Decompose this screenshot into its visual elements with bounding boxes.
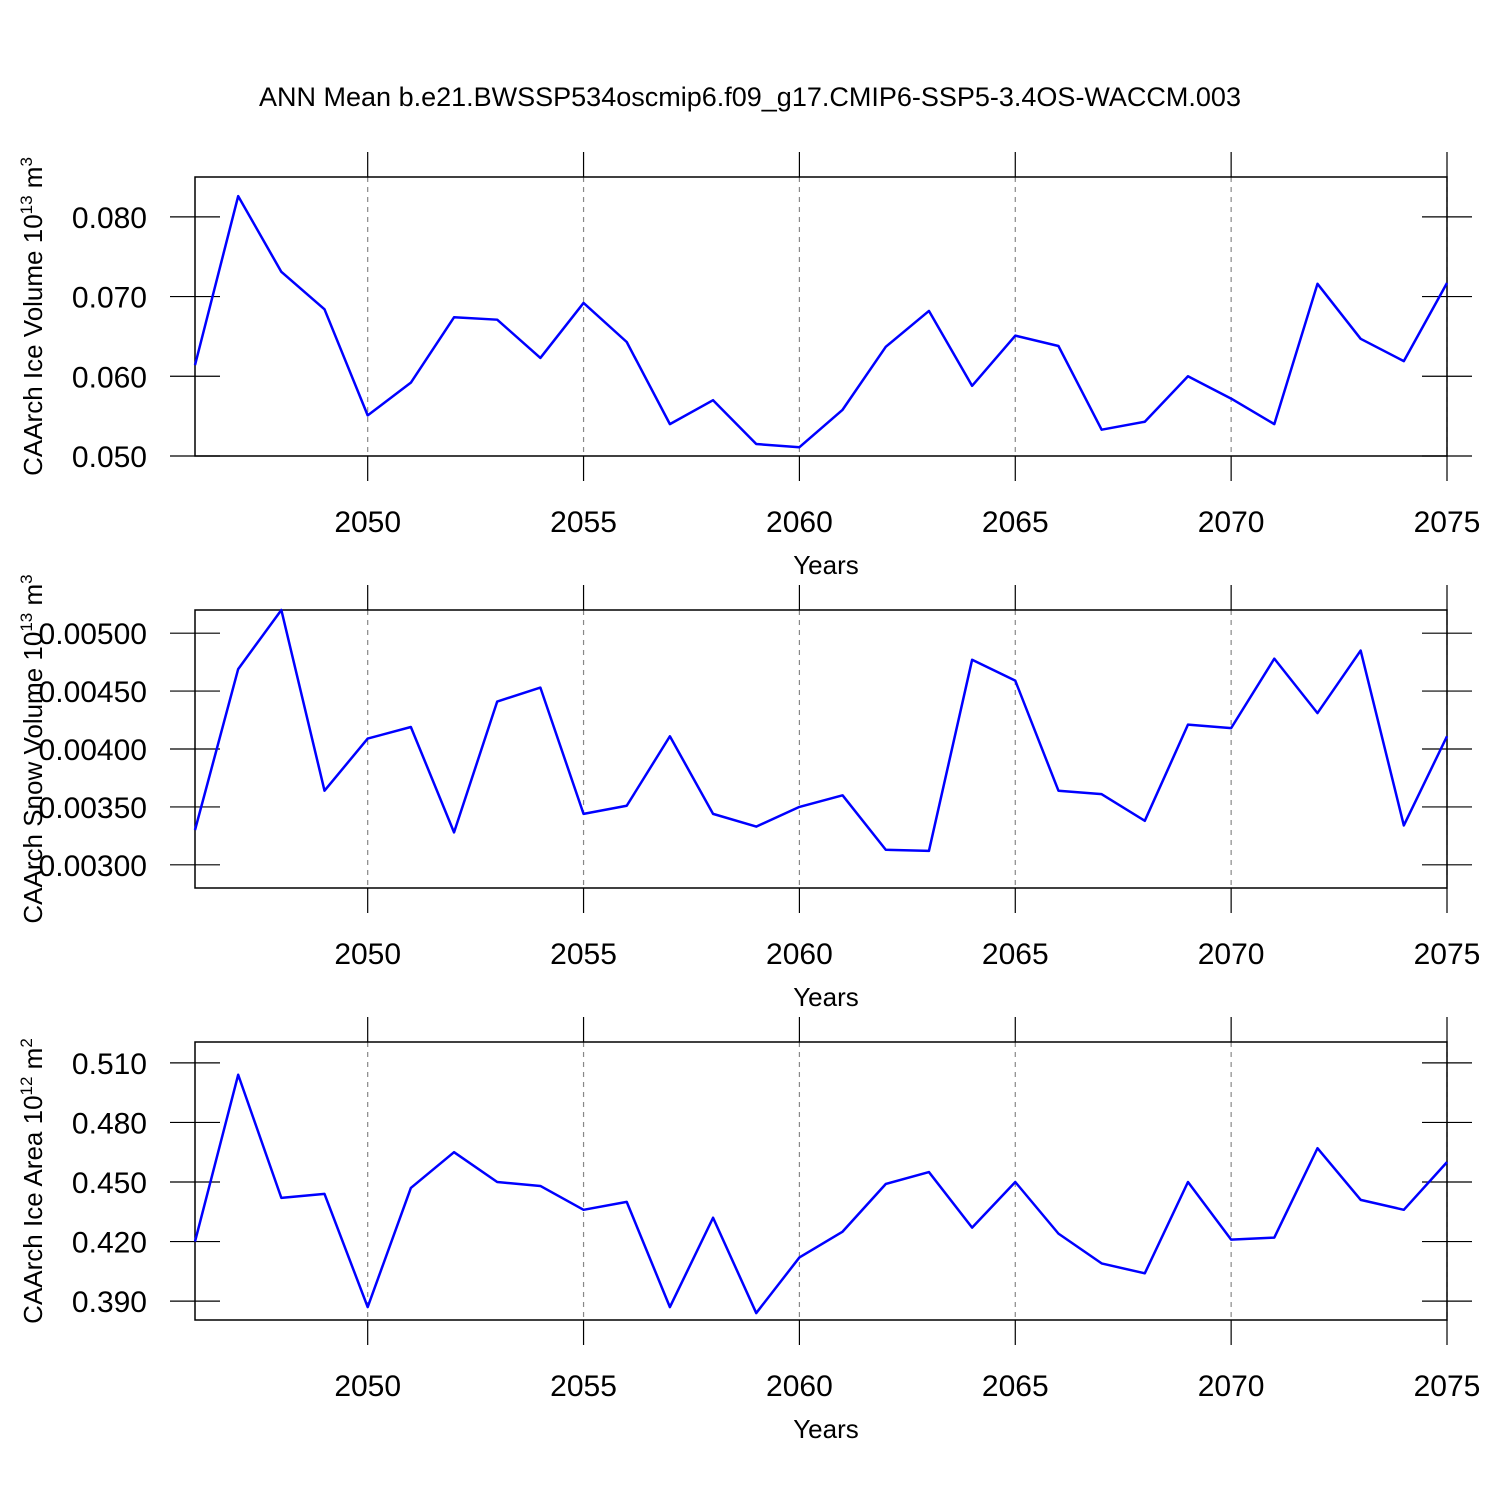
y-axis-label-unit-exp: 3 — [17, 574, 36, 583]
x-tick-label: 2060 — [766, 938, 833, 971]
y-tick-label: 0.060 — [72, 361, 147, 394]
y-axis-label: CAArch Ice Volume 1013 m3 — [17, 157, 48, 476]
x-tick-label: 2070 — [1198, 938, 1265, 971]
y-tick-label: 0.450 — [72, 1167, 147, 1200]
x-tick-label: 2050 — [334, 938, 401, 971]
x-axis-label: Years — [793, 982, 859, 1012]
y-axis-label-unit-exp: 2 — [17, 1038, 36, 1047]
x-tick-label: 2055 — [550, 938, 617, 971]
x-tick-label: 2065 — [982, 938, 1049, 971]
y-axis-label: CAArch Ice Area 1012 m2 — [17, 1038, 48, 1324]
figure-title: ANN Mean b.e21.BWSSP534oscmip6.f09_g17.C… — [259, 82, 1241, 112]
y-tick-label: 0.00400 — [39, 734, 147, 767]
y-axis-label-unit: m — [18, 584, 48, 613]
y-tick-label: 0.390 — [72, 1286, 147, 1319]
x-tick-label: 2070 — [1198, 506, 1265, 539]
plot-frame — [194, 176, 1448, 457]
y-axis-label-text: CAArch Snow Volume 10 — [18, 632, 48, 924]
y-tick-label: 0.420 — [72, 1227, 147, 1260]
x-tick-label: 2050 — [334, 506, 401, 539]
y-axis-label-exp: 12 — [17, 1077, 36, 1096]
x-tick-label: 2065 — [982, 1370, 1049, 1403]
y-tick-label: 0.510 — [72, 1048, 147, 1081]
y-tick-label: 0.480 — [72, 1107, 147, 1140]
x-tick-label: 2055 — [550, 1370, 617, 1403]
x-tick-label: 2060 — [766, 1370, 833, 1403]
y-axis-label: CAArch Snow Volume 1013 m3 — [17, 574, 48, 923]
x-tick-label: 2055 — [550, 506, 617, 539]
x-tick-label: 2075 — [1414, 506, 1481, 539]
x-tick-label: 2060 — [766, 506, 833, 539]
y-axis-label-text: CAArch Ice Volume 10 — [18, 214, 48, 476]
x-axis-label: Years — [793, 1414, 859, 1444]
y-tick-label: 0.00450 — [39, 676, 147, 709]
x-tick-label: 2050 — [334, 1370, 401, 1403]
y-tick-label: 0.00350 — [39, 792, 147, 825]
data-line — [193, 194, 1449, 449]
x-tick-label: 2065 — [982, 506, 1049, 539]
y-tick-label: 0.050 — [72, 441, 147, 474]
y-tick-label: 0.080 — [72, 202, 147, 235]
y-axis-label-exp: 13 — [17, 613, 36, 632]
x-tick-label: 2075 — [1414, 1370, 1481, 1403]
data-line — [193, 1073, 1448, 1315]
y-axis-label-exp: 13 — [17, 195, 36, 214]
x-tick-label: 2070 — [1198, 1370, 1265, 1403]
y-axis-label-unit-exp: 3 — [17, 157, 36, 166]
plot-frame — [194, 1041, 1448, 1321]
y-tick-label: 0.00500 — [39, 618, 147, 651]
x-axis-label: Years — [793, 550, 859, 580]
y-axis-label-unit: m — [18, 1048, 48, 1077]
data-line — [193, 608, 1449, 853]
plot-frame — [194, 609, 1448, 889]
y-tick-label: 0.00300 — [39, 850, 147, 883]
y-axis-label-unit: m — [18, 167, 48, 196]
x-tick-label: 2075 — [1414, 938, 1481, 971]
y-tick-label: 0.070 — [72, 282, 147, 315]
y-axis-label-text: CAArch Ice Area 10 — [18, 1095, 48, 1323]
